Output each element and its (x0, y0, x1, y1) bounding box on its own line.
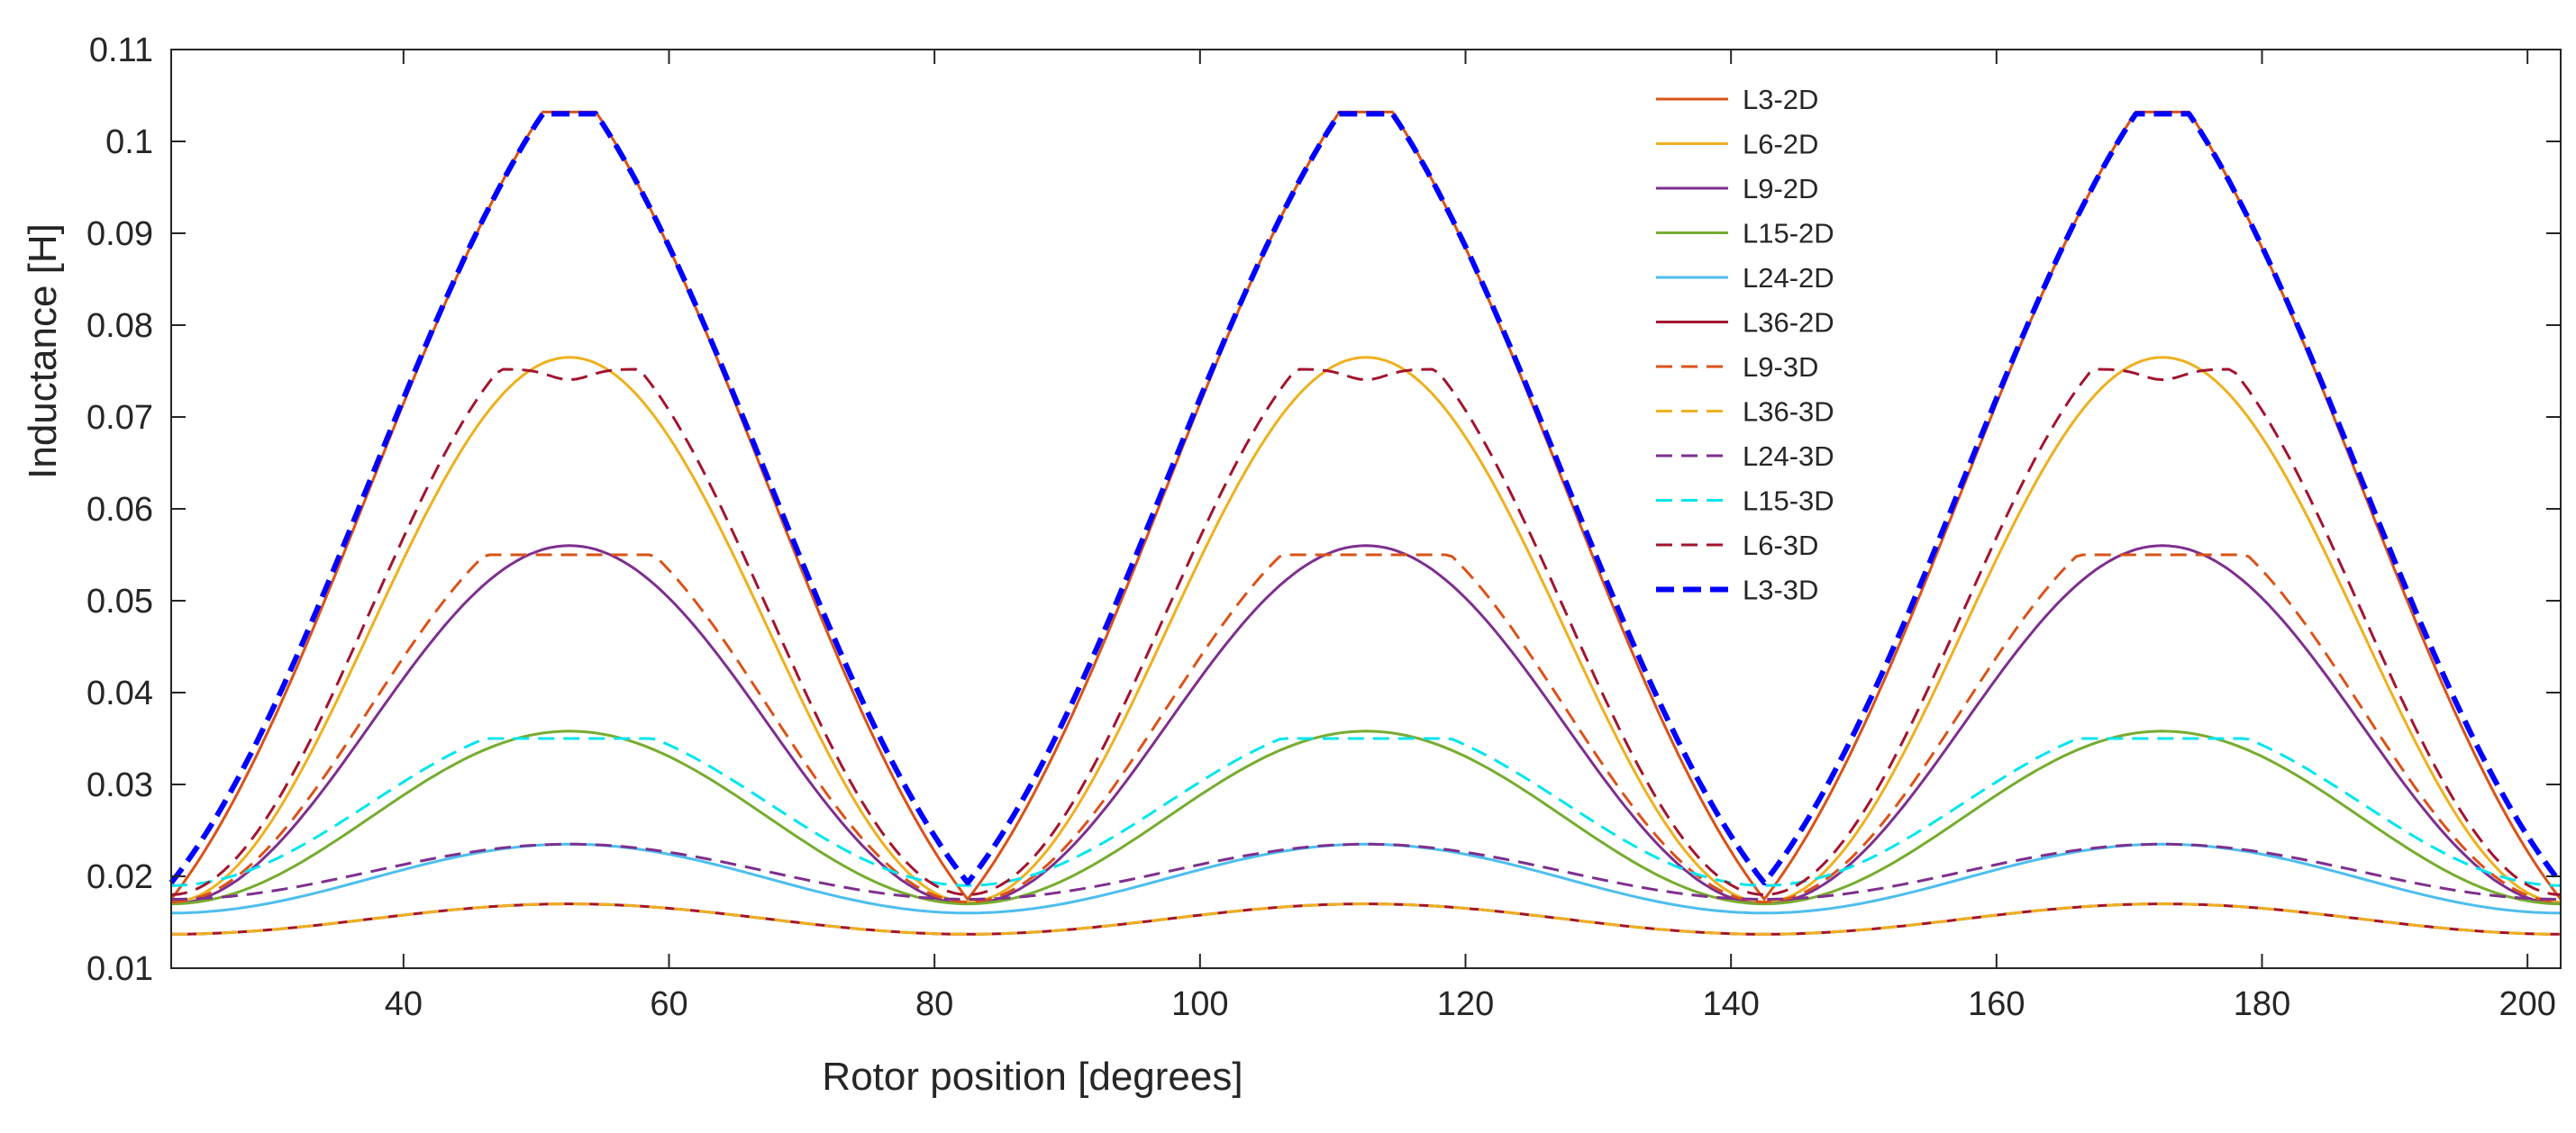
legend-label-l36-2d: L36-2D (1743, 307, 1834, 339)
series-line-l36-3d (170, 902, 2562, 936)
y-tick-label: 0.08 (86, 307, 153, 345)
series-line-l3-3d (168, 111, 2563, 886)
legend-label-l36-3d: L36-3D (1743, 396, 1834, 428)
series-line-l15-3d (170, 737, 2562, 887)
legend-label-l3-2d: L3-2D (1743, 84, 1818, 115)
x-tick-label: 180 (2234, 985, 2290, 1023)
legend-label-l9-2d: L9-2D (1743, 173, 1818, 204)
x-axis-label: Rotor position [degrees] (822, 1055, 1242, 1099)
y-tick-label: 0.03 (86, 766, 153, 804)
series-line-l9-3d (170, 553, 2562, 904)
x-tick-label: 80 (915, 985, 953, 1023)
plot-area (171, 50, 2561, 968)
x-tick-label: 60 (650, 985, 687, 1023)
y-tick-label: 0.02 (86, 858, 153, 896)
x-tick-label: 200 (2499, 985, 2555, 1023)
x-tick-label: 120 (1437, 985, 1494, 1023)
legend-label-l24-3d: L24-3D (1743, 440, 1834, 472)
y-tick-label: 0.04 (86, 675, 153, 712)
x-tick-label: 100 (1171, 985, 1228, 1023)
y-tick-label: 0.07 (86, 399, 153, 437)
legend-label-l15-2d: L15-2D (1743, 218, 1834, 249)
legend-label-l6-2d: L6-2D (1743, 129, 1818, 160)
series-line-l24-2d (170, 842, 2562, 915)
x-tick-label: 160 (1968, 985, 2025, 1023)
y-tick-label: 0.06 (86, 491, 153, 529)
y-tick-label: 0.05 (86, 583, 153, 621)
y-tick-label: 0.09 (86, 215, 153, 253)
legend-label-l3-3d: L3-3D (1743, 575, 1818, 606)
x-tick-label: 40 (385, 985, 423, 1023)
series-line-l6-2d (170, 356, 2562, 904)
plot-background (171, 50, 2561, 968)
series-line-l15-2d (170, 730, 2562, 906)
y-tick-label: 0.01 (86, 950, 153, 988)
series-line-l6-3d (170, 367, 2562, 896)
legend-label-l15-3d: L15-3D (1743, 485, 1834, 517)
y-tick-label: 0.1 (105, 123, 153, 161)
y-axis-label: Inductance [H] (21, 223, 65, 479)
series-line-l9-2d (170, 544, 2562, 906)
axes: 40 60 80 100 120 140 160 180 200 0.01 0.02 0.03 0.04… (86, 32, 2562, 1023)
x-tick-label: 140 (1702, 985, 1759, 1023)
legend: L3-2D L6-2D L9-2D L15-2D L24-2D L36-2D L9-3D L3… (1656, 84, 1834, 606)
legend-label-l24-2d: L24-2D (1743, 262, 1834, 294)
series-group (168, 110, 2563, 936)
legend-label-l9-3d: L9-3D (1743, 351, 1818, 383)
y-tick-label: 0.11 (89, 32, 153, 69)
legend-label-l6-3d: L6-3D (1743, 530, 1818, 561)
